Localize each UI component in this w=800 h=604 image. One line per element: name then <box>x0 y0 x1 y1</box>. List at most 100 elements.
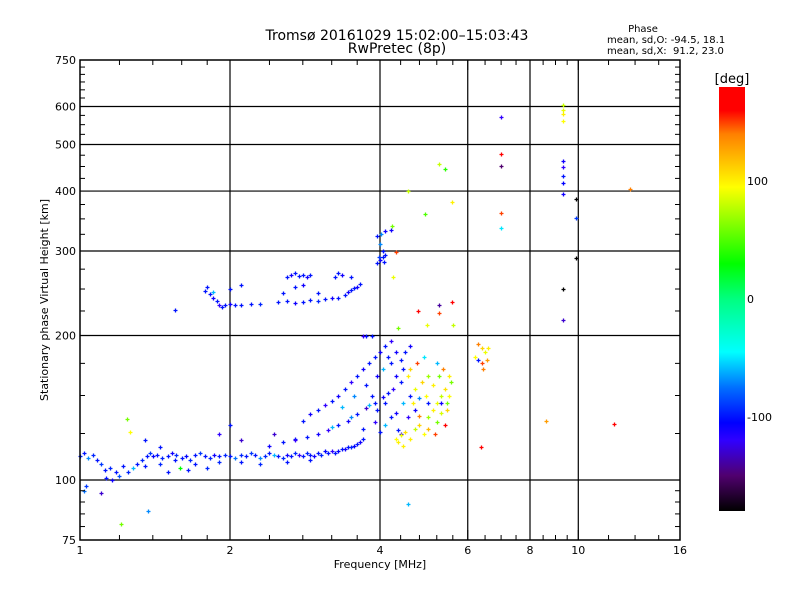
data-point <box>574 216 579 221</box>
data-point <box>426 374 431 379</box>
data-point <box>396 440 401 445</box>
data-point <box>305 451 310 456</box>
data-point <box>297 274 302 279</box>
data-point <box>373 355 378 360</box>
data-point <box>170 451 175 456</box>
data-point <box>399 380 404 385</box>
data-point <box>415 361 420 366</box>
data-point <box>367 403 372 408</box>
data-point <box>121 464 126 469</box>
data-point <box>228 287 233 292</box>
data-point <box>544 419 549 424</box>
data-point <box>382 260 387 265</box>
data-point <box>336 449 341 454</box>
data-point <box>381 395 386 400</box>
data-point <box>312 454 317 459</box>
data-point <box>308 273 313 278</box>
data-point <box>443 387 448 392</box>
data-point <box>451 323 456 328</box>
data-point <box>355 374 360 379</box>
data-point <box>293 285 298 290</box>
data-point <box>267 451 272 456</box>
x-tick-label: 16 <box>673 544 687 557</box>
data-point <box>435 420 440 425</box>
data-point <box>293 301 298 306</box>
data-point <box>481 367 486 372</box>
data-point <box>403 350 408 355</box>
data-point <box>239 303 244 308</box>
data-point <box>173 458 178 463</box>
colorbar-tick-label: 0 <box>747 293 754 306</box>
data-point <box>417 396 422 401</box>
data-point <box>375 234 380 239</box>
data-point <box>239 438 244 443</box>
data-point <box>330 399 335 404</box>
data-point <box>276 300 281 305</box>
data-point <box>343 447 348 452</box>
data-point <box>441 367 446 372</box>
data-point <box>361 427 366 432</box>
data-point <box>391 275 396 280</box>
data-point <box>223 303 228 308</box>
data-point <box>143 438 148 443</box>
data-point <box>450 200 455 205</box>
y-tick-label: 200 <box>55 330 76 343</box>
data-point <box>293 271 298 276</box>
data-point <box>239 460 244 465</box>
data-point <box>186 468 191 473</box>
data-point <box>285 453 290 458</box>
data-point <box>375 374 380 379</box>
data-point <box>399 358 404 363</box>
data-point <box>426 427 431 432</box>
colorbar-tick-label: -100 <box>747 411 772 424</box>
data-point <box>401 401 406 406</box>
data-point <box>485 358 490 363</box>
data-point <box>389 415 394 420</box>
data-point <box>316 291 321 296</box>
data-point <box>391 387 396 392</box>
data-point <box>361 437 366 442</box>
data-point <box>205 466 210 471</box>
data-point <box>373 420 378 425</box>
data-point <box>437 303 442 308</box>
data-point <box>450 300 455 305</box>
data-point <box>445 408 450 413</box>
data-point <box>228 302 233 307</box>
data-point <box>561 318 566 323</box>
data-point <box>319 453 324 458</box>
data-point <box>333 275 338 280</box>
y-tick-label: 75 <box>62 534 76 547</box>
data-point <box>217 460 222 465</box>
y-tick-label: 400 <box>55 185 76 198</box>
data-point <box>217 432 222 437</box>
data-point <box>173 308 178 313</box>
data-point <box>158 462 163 467</box>
data-point <box>431 383 436 388</box>
data-point <box>151 454 156 459</box>
data-point <box>289 273 294 278</box>
data-point <box>346 290 351 295</box>
data-point <box>244 454 249 459</box>
data-point <box>208 456 213 461</box>
colorbar-tick-label: 100 <box>747 175 768 188</box>
data-point <box>326 428 331 433</box>
x-tick-label: 2 <box>227 544 234 557</box>
y-tick-label: 500 <box>55 139 76 152</box>
data-point <box>561 159 566 164</box>
data-point <box>381 367 386 372</box>
data-point <box>340 405 345 410</box>
axis-ticks: 1 2 4 6 8 10 16 75 100 200 300 400 500 600 750 <box>55 54 687 557</box>
data-point <box>439 411 444 416</box>
data-point <box>370 334 375 339</box>
data-point <box>486 346 491 351</box>
data-point <box>383 423 388 428</box>
x-axis-label: Frequency [MHz] <box>334 558 426 571</box>
data-point <box>561 103 566 108</box>
data-point <box>574 197 579 202</box>
data-point <box>108 466 113 471</box>
data-point <box>301 273 306 278</box>
data-point <box>343 387 348 392</box>
data-point <box>104 476 109 481</box>
data-point <box>289 454 294 459</box>
